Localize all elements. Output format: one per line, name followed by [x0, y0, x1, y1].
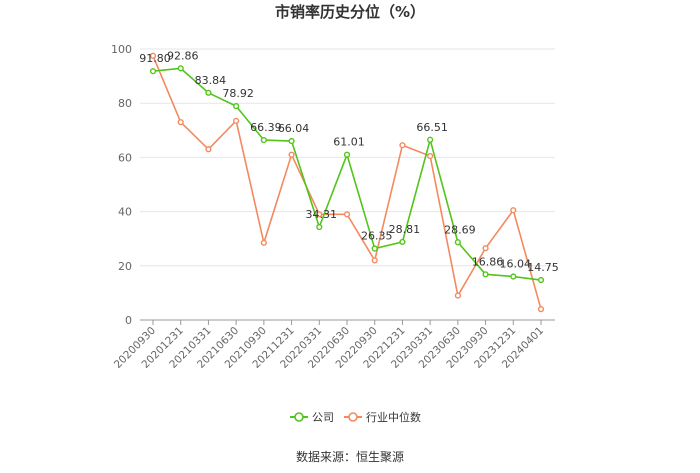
- y-tick-label: 80: [118, 97, 132, 110]
- series-1-point: [316, 211, 323, 218]
- series-0-point: [288, 137, 295, 145]
- data-label: 61.01: [333, 136, 365, 149]
- series-0-point: [177, 65, 184, 72]
- legend-label: 公司: [312, 411, 334, 424]
- series-1-point: [149, 52, 157, 59]
- series-1-point: [399, 142, 406, 149]
- chart-title: 市销率历史分位（%）: [275, 3, 425, 21]
- data-label: 66.51: [416, 121, 448, 134]
- legend-item-1[interactable]: 行业中位数: [344, 410, 421, 424]
- data-label: 91.80: [139, 52, 171, 65]
- series-1-point: [371, 257, 378, 264]
- series-1-point: [205, 146, 212, 153]
- series-0-point: [233, 103, 240, 110]
- series-0-point: [510, 273, 517, 280]
- data-label: 16.86: [472, 255, 504, 268]
- series-0-point: [205, 89, 212, 96]
- series-0-point: [149, 68, 157, 75]
- data-label: 83.84: [195, 74, 227, 87]
- series-1-point: [288, 151, 295, 158]
- y-tick-label: 60: [118, 151, 132, 164]
- x-axis: 2020093020201231202103312021063020210930…: [112, 319, 555, 371]
- series-1-point: [454, 292, 461, 299]
- data-label: 66.39: [250, 121, 282, 134]
- legend-marker-icon: [348, 412, 358, 422]
- y-tick-label: 20: [118, 260, 132, 273]
- legend[interactable]: 公司 行业中位数: [290, 410, 421, 424]
- data-label: 28.81: [389, 223, 421, 236]
- series-layer: [149, 52, 545, 313]
- series-1-point: [177, 119, 184, 126]
- series-0-point: [343, 151, 351, 158]
- series-1-point: [510, 207, 517, 214]
- series-0-point: [427, 136, 434, 143]
- y-axis: 0 20 40 60 80 100: [111, 43, 132, 327]
- y-tick-label: 0: [125, 314, 132, 327]
- series-0-point: [316, 223, 323, 231]
- series-1-point: [260, 239, 267, 246]
- data-label: 28.69: [444, 223, 476, 236]
- series-1-point: [482, 245, 489, 252]
- y-tick-label: 100: [111, 43, 132, 56]
- series-0-point: [260, 136, 267, 144]
- series-0-point: [482, 271, 489, 278]
- data-label: 34.31: [306, 208, 338, 221]
- series-0-point: [371, 245, 378, 252]
- series-1-point: [537, 306, 545, 313]
- series-0-point: [454, 239, 461, 246]
- series-0-point: [399, 238, 406, 246]
- source-note: 数据来源：恒生聚源: [296, 449, 404, 464]
- series-1-point: [343, 211, 351, 218]
- series-1-point: [427, 152, 434, 160]
- legend-label: 行业中位数: [366, 410, 421, 424]
- legend-item-0[interactable]: 公司: [290, 411, 334, 424]
- legend-marker-icon: [294, 412, 304, 422]
- data-label: 92.86: [167, 49, 199, 62]
- data-label: 16.04: [500, 258, 532, 271]
- data-label: 66.04: [278, 122, 310, 135]
- data-label: 26.35: [361, 230, 393, 243]
- data-label: 78.92: [222, 87, 254, 100]
- series-0-point: [537, 276, 545, 284]
- data-label: 14.75: [527, 261, 559, 274]
- series-1-point: [233, 117, 240, 124]
- y-tick-label: 40: [118, 206, 132, 219]
